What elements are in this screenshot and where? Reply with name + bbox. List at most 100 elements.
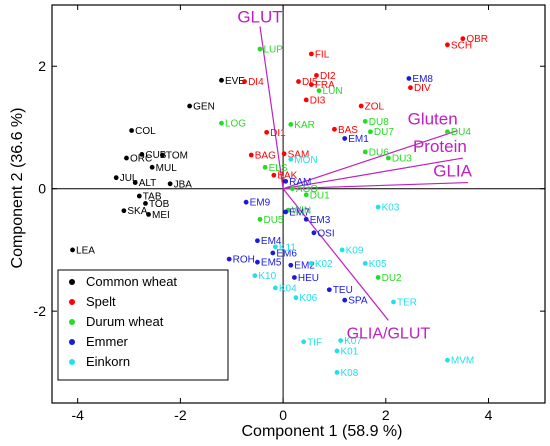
data-point (149, 164, 155, 170)
data-point-label: DU1 (310, 190, 330, 201)
data-point (334, 369, 340, 375)
data-point (303, 216, 309, 222)
data-point-label: EM1 (348, 134, 369, 145)
data-point-label: EM6 (276, 248, 297, 259)
data-point (288, 156, 294, 162)
data-point (311, 230, 317, 236)
data-point (160, 152, 165, 158)
data-point-label: DI5 (302, 77, 318, 88)
data-point (288, 262, 294, 268)
x-tick-label: -2 (174, 407, 187, 423)
data-point-label: LEA (76, 245, 95, 256)
data-point-label: EM4 (261, 236, 282, 247)
data-point-label: MEI (152, 210, 170, 221)
data-point-label: JBA (174, 179, 193, 190)
data-point-label: K10 (258, 271, 276, 282)
data-point (283, 178, 289, 184)
data-point (129, 128, 134, 133)
data-point-label: ROH (233, 255, 255, 266)
data-point-label: K03 (382, 203, 400, 214)
loading-vector (259, 26, 284, 189)
data-point (303, 192, 309, 198)
x-tick-label: -4 (71, 407, 84, 423)
legend-entry: Spelt (86, 294, 116, 309)
data-point-label: MUL (156, 163, 178, 174)
data-point (358, 103, 364, 109)
data-point (391, 299, 396, 305)
data-point (167, 181, 173, 187)
legend: Common wheat Spelt Durum wheat Emmer Einkorn (57, 269, 229, 381)
data-point (146, 212, 151, 217)
data-point (281, 151, 287, 157)
data-point-label: K08 (341, 368, 359, 379)
data-point-label: LOG (225, 119, 246, 130)
data-point (408, 85, 413, 91)
data-point (314, 73, 319, 78)
data-point (296, 79, 301, 84)
data-point-label: OBR (466, 34, 488, 45)
data-point-label: K11 (279, 242, 296, 253)
data-point-label: DU4 (451, 127, 471, 138)
data-point (272, 285, 278, 291)
data-point (303, 97, 309, 103)
data-point-label: SKA (127, 206, 147, 217)
data-point (362, 260, 368, 266)
data-point-label: EM8 (412, 74, 433, 85)
data-point (342, 136, 348, 141)
data-point (252, 273, 258, 279)
legend-entry: Durum wheat (86, 314, 164, 329)
data-point (113, 175, 119, 181)
data-point (255, 238, 260, 244)
data-point-label: BAG (255, 151, 276, 162)
legend-marker (69, 319, 75, 325)
data-point-label: FRA (315, 80, 335, 91)
data-point-label: DI1 (270, 128, 286, 139)
loading-vector (283, 181, 468, 190)
data-point (316, 88, 322, 94)
data-point-label: SCH (451, 40, 472, 51)
y-axis-title: Component 2 (36.6 %) (9, 108, 26, 269)
data-point (264, 129, 270, 135)
legend-entry: Emmer (86, 334, 129, 349)
legend-entry: Common wheat (86, 274, 177, 289)
data-point (270, 250, 276, 256)
data-point (291, 275, 297, 280)
data-point-label: FIL (315, 49, 330, 60)
data-point (272, 244, 278, 250)
data-point (385, 155, 391, 161)
data-point-label: JUL (120, 173, 138, 184)
data-point (332, 126, 337, 132)
legend-box (57, 269, 229, 381)
data-point (301, 339, 307, 345)
data-point-label: EVE (225, 76, 245, 87)
loading-vector-label: GLIA/GLUT (347, 325, 431, 342)
data-point (342, 297, 348, 303)
data-point (362, 118, 368, 124)
data-point-label: KAR (294, 120, 315, 131)
x-tick-label: 0 (279, 407, 287, 423)
data-point (132, 180, 138, 185)
data-point-label: TER (397, 297, 417, 308)
x-axis-title: Component 1 (58.9 %) (242, 423, 403, 440)
data-point-label: DU6 (369, 147, 389, 158)
loading-vector (282, 157, 463, 190)
data-point (367, 129, 373, 135)
data-point-label: BAK (277, 171, 297, 182)
legend-marker (69, 359, 75, 365)
data-point (445, 357, 450, 363)
data-point (338, 338, 344, 343)
legend-marker (69, 339, 75, 345)
data-point-label: K01 (341, 346, 359, 357)
data-point-label: TOB (149, 199, 170, 210)
data-point (248, 152, 254, 158)
axes: -4 -2 0 2 4 -2 0 2 (34, 4, 546, 423)
data-point (187, 103, 193, 109)
data-point (326, 287, 332, 293)
data-point-label: EM3 (310, 215, 331, 226)
legend-entry: Einkorn (86, 354, 130, 369)
data-point (293, 295, 299, 301)
data-point (334, 348, 340, 354)
data-point (243, 199, 249, 205)
